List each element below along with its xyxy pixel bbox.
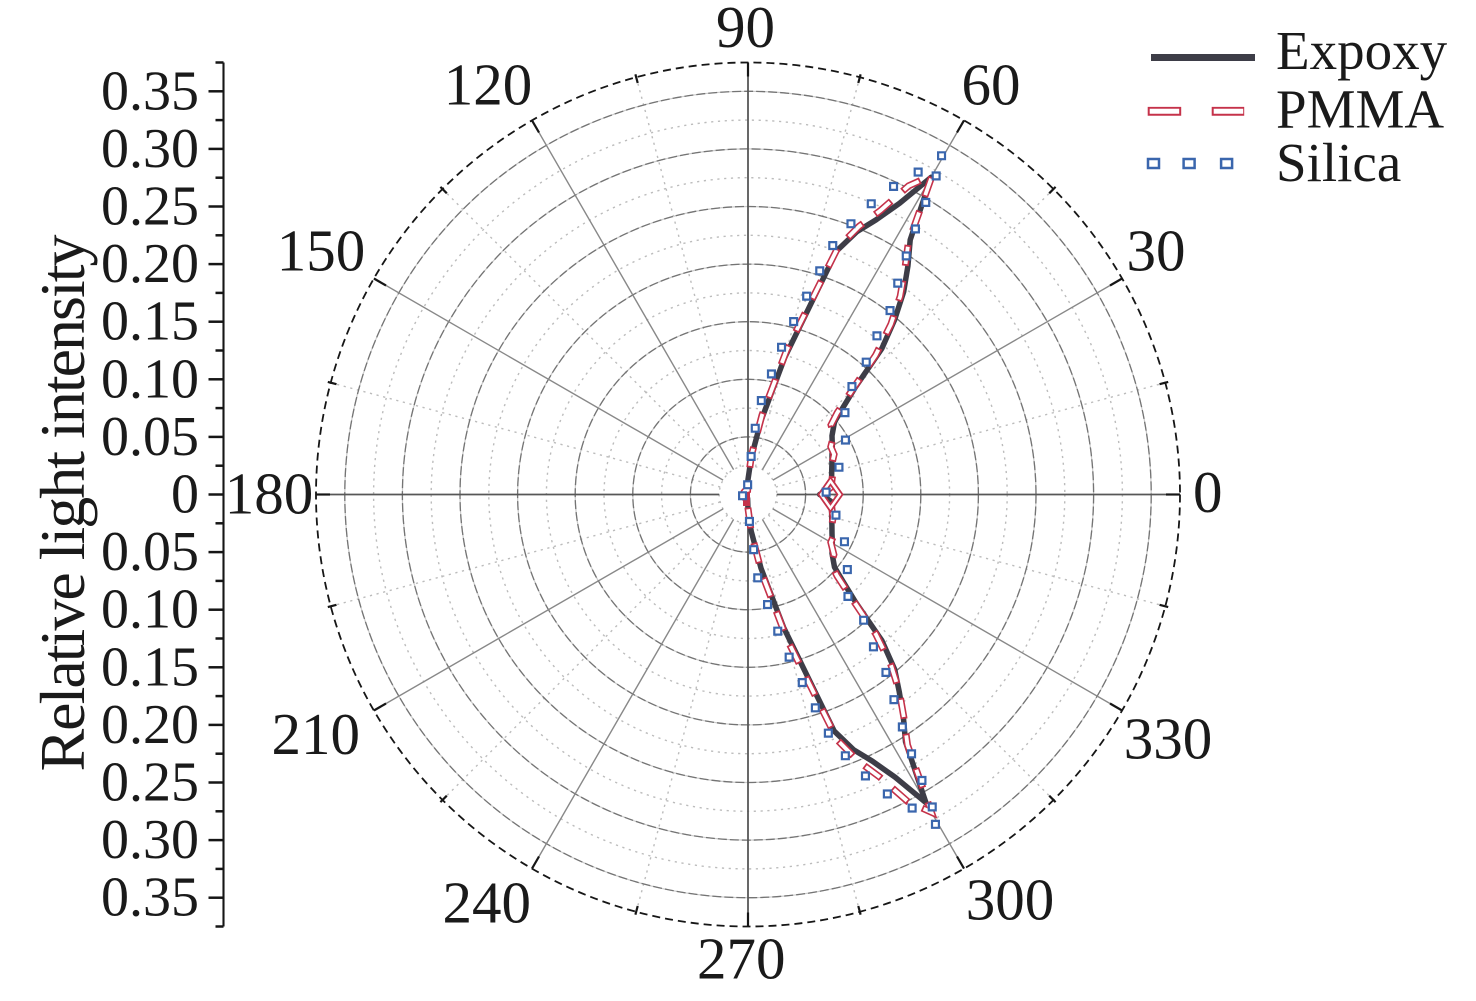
svg-text:0.15: 0.15: [101, 636, 199, 698]
svg-text:150: 150: [277, 217, 366, 283]
svg-text:60: 60: [962, 51, 1021, 117]
svg-text:0.35: 0.35: [101, 60, 199, 122]
svg-text:0: 0: [171, 464, 199, 526]
svg-text:Expoxy: Expoxy: [1276, 20, 1448, 81]
svg-text:PMMA: PMMA: [1276, 79, 1444, 140]
svg-text:0.05: 0.05: [101, 521, 199, 583]
svg-text:270: 270: [697, 925, 786, 991]
svg-text:0.05: 0.05: [101, 406, 199, 468]
svg-text:0.25: 0.25: [101, 752, 199, 814]
svg-text:0.30: 0.30: [101, 809, 199, 871]
svg-text:0.20: 0.20: [101, 233, 199, 295]
svg-text:0.10: 0.10: [101, 579, 199, 641]
svg-text:0.15: 0.15: [101, 291, 199, 353]
svg-text:300: 300: [966, 867, 1055, 933]
svg-text:330: 330: [1124, 706, 1213, 772]
svg-text:0.35: 0.35: [101, 867, 199, 929]
svg-text:Relative light intensity: Relative light intensity: [27, 234, 98, 771]
svg-text:240: 240: [442, 869, 531, 935]
svg-text:0: 0: [1193, 459, 1223, 525]
svg-text:210: 210: [271, 701, 360, 767]
svg-text:Silica: Silica: [1276, 132, 1401, 193]
svg-text:180: 180: [225, 461, 314, 527]
svg-text:120: 120: [444, 51, 533, 117]
svg-text:30: 30: [1127, 217, 1186, 283]
svg-text:90: 90: [716, 0, 775, 60]
svg-text:0.20: 0.20: [101, 694, 199, 756]
svg-text:0.25: 0.25: [101, 176, 199, 238]
svg-text:0.10: 0.10: [101, 348, 199, 410]
svg-text:0.30: 0.30: [101, 118, 199, 180]
